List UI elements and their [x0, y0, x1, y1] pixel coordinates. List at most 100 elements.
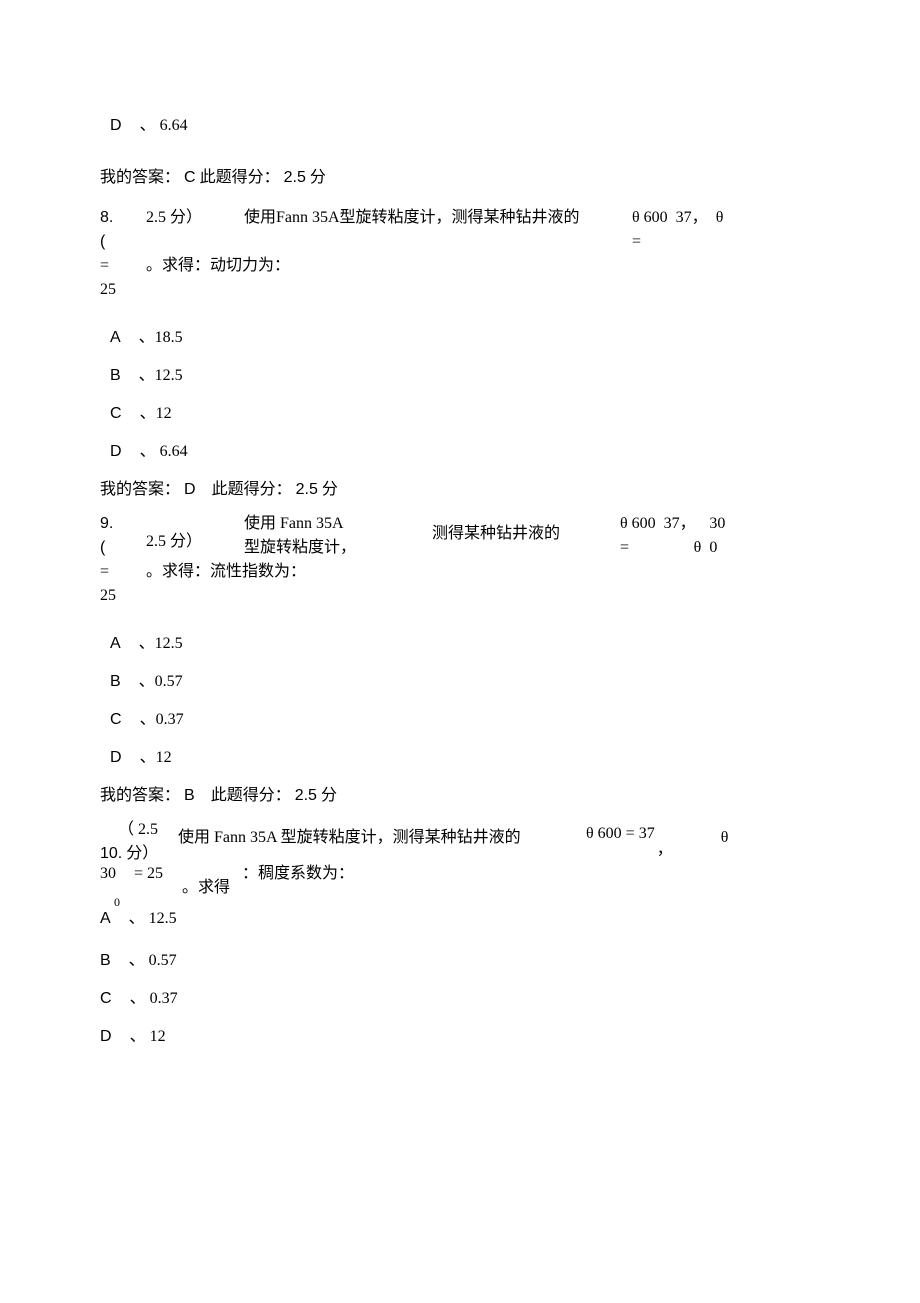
q-num-text: 8.	[100, 209, 113, 226]
option-text: 、12.5	[139, 367, 183, 384]
q10-row2: 30 0 = 25 。求得 ：稠度系数为：	[100, 862, 860, 911]
q-stem-a: 使用 Fann 35A 型旋转粘度计，	[244, 512, 374, 560]
q9-option-a: A 、12.5	[110, 632, 860, 656]
q9-answer-line: 我的答案： B 此题得分： 2.5 分	[100, 784, 860, 808]
answer-prefix: 我的答案：	[100, 169, 180, 186]
q9-row2: = 25 。求得：流性指数为：	[100, 560, 860, 608]
q8-row2: = 25 。求得：动切力为：	[100, 254, 860, 302]
v30: 30	[709, 515, 725, 532]
q8-option-b: B 、12.5	[110, 364, 860, 388]
trail-prefix: = 25	[100, 560, 138, 608]
q-paren: (	[100, 233, 105, 250]
option-text: 、 12.5	[129, 910, 177, 927]
option-text: 、0.57	[139, 673, 183, 690]
q-points: 2.5 分）	[146, 206, 236, 230]
option-text: 、0.37	[140, 711, 184, 728]
score-value: 2.5	[284, 169, 306, 186]
score-prefix: 此题得分：	[200, 169, 280, 186]
q-stem-a: 使用 Fann 35A 型旋转粘度计，测得某种钻井液的	[178, 818, 548, 850]
stem-a1: 使用 Fann 35A	[244, 515, 344, 532]
q-trail: 。求得：动切力为：	[146, 254, 290, 278]
option-text: 、 6.64	[140, 443, 188, 460]
v0: 0	[709, 539, 717, 556]
score-unit: 分	[310, 169, 326, 186]
option-letter: D	[110, 443, 122, 460]
option-text: 、 0.37	[130, 990, 178, 1007]
num: 10.	[100, 845, 122, 862]
option-text: 、12.5	[139, 635, 183, 652]
v30: 30	[100, 865, 116, 882]
stem-a2: 型旋转粘度计，	[244, 539, 356, 556]
option-letter: B	[110, 673, 121, 690]
option-letter: D	[110, 749, 122, 766]
question-8: 8. ( 2.5 分） 使用Fann 35A型旋转粘度计，测得某种钻井液的 θ …	[100, 206, 860, 502]
q9-option-d: D 、12	[110, 746, 860, 770]
q10-option-b: B 、 0.57	[100, 949, 860, 973]
answer-prefix: 我的答案：	[100, 481, 180, 498]
theta600: θ 600	[620, 515, 656, 532]
option-letter: B	[110, 367, 121, 384]
q9-option-b: B 、0.57	[110, 670, 860, 694]
eq: =	[620, 539, 629, 556]
q10-option-d: D 、 12	[100, 1025, 860, 1049]
eq: =	[632, 233, 641, 250]
option-letter: A	[110, 329, 121, 346]
q-stem-a: 使用Fann 35A型旋转粘度计，测得某种钻井液的	[244, 206, 604, 230]
theta: θ	[664, 539, 702, 556]
line2-d: ：稠度系数为：	[242, 862, 354, 886]
score-value: 2.5	[295, 787, 317, 804]
answer-letter: B	[184, 787, 195, 804]
q8-row1: 8. ( 2.5 分） 使用Fann 35A型旋转粘度计，测得某种钻井液的 θ …	[100, 206, 860, 254]
q-trail: 。求得：流性指数为：	[146, 560, 306, 584]
v37: 37，	[664, 515, 696, 532]
pts-text: 2.5 分）	[146, 533, 202, 550]
option-letter: C	[110, 711, 122, 728]
score-prefix: 此题得分：	[211, 787, 291, 804]
option-text: 、12	[140, 749, 172, 766]
eq25: = 25	[100, 560, 120, 608]
score-prefix: 此题得分：	[212, 481, 292, 498]
q-number: 8. (	[100, 206, 138, 254]
line2-c: 。求得	[182, 862, 234, 900]
q-val-b: θ	[721, 818, 729, 850]
answer-letter: D	[184, 481, 196, 498]
score-value: 2.5	[296, 481, 318, 498]
q-points: 2.5 分）	[146, 512, 236, 554]
option-letter: C	[100, 990, 112, 1007]
score-unit: 分	[322, 481, 338, 498]
q9-row1: 9. ( 2.5 分） 使用 Fann 35A 型旋转粘度计， 测得某种钻井液的…	[100, 512, 860, 560]
q-number-pts: （ 2.5 10. 分）	[100, 818, 170, 866]
option-text: 、18.5	[139, 329, 183, 346]
q10-option-a: A 、 12.5	[100, 907, 860, 931]
question-9: 9. ( 2.5 分） 使用 Fann 35A 型旋转粘度计， 测得某种钻井液的…	[100, 512, 860, 808]
option-letter: C	[110, 405, 122, 422]
q8-answer-line: 我的答案： D 此题得分： 2.5 分	[100, 478, 860, 502]
option-letter: A	[100, 910, 111, 927]
q-number: 9. (	[100, 512, 138, 560]
q-comma: ，	[657, 818, 673, 862]
answer-letter: C	[184, 169, 196, 186]
q-val-b: 37，	[676, 206, 708, 230]
q-num-text: 9.	[100, 515, 113, 532]
q-val-a: θ 600 =	[620, 512, 656, 560]
q8-option-a: A 、18.5	[110, 326, 860, 350]
option-letter: D	[110, 117, 122, 134]
q-stem-b: 测得某种钻井液的	[432, 512, 592, 546]
prev-answer-line: 我的答案： C 此题得分： 2.5 分	[100, 166, 860, 190]
comma-text: ，	[657, 841, 673, 858]
option-text: 、12	[140, 405, 172, 422]
q8-option-c: C 、12	[110, 402, 860, 426]
prev-option-d: D 、 6.64	[110, 114, 860, 138]
eq25: = 25	[100, 254, 120, 302]
q10-option-c: C 、 0.37	[100, 987, 860, 1011]
score-unit: 分	[321, 787, 337, 804]
q-val-a: θ 600 =	[632, 206, 668, 254]
trail-prefix: = 25	[100, 254, 138, 302]
line2-a: 30 0	[100, 862, 126, 911]
option-text: 、 6.64	[140, 117, 188, 134]
q-val-a: θ 600 = 37	[586, 818, 655, 846]
theta600: θ 600	[632, 209, 668, 226]
line2-b: = 25	[134, 862, 174, 886]
q10-row1: （ 2.5 10. 分） 使用 Fann 35A 型旋转粘度计，测得某种钻井液的…	[100, 818, 860, 866]
pts-bot: 分）	[126, 845, 158, 862]
